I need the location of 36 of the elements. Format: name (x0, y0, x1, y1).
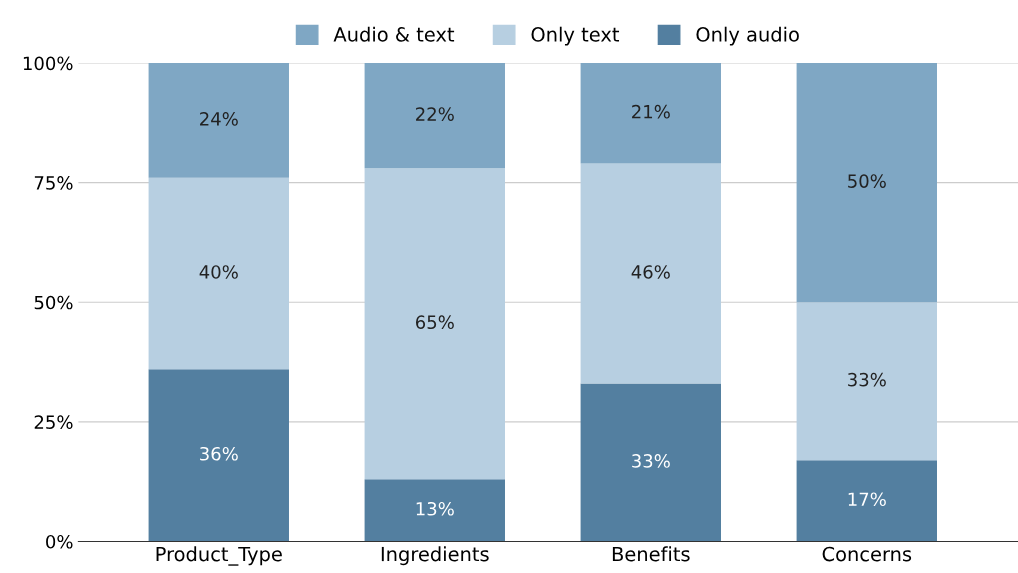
bar (148, 63, 289, 178)
bar (796, 63, 937, 303)
y-tick-label: 0% (46, 534, 73, 549)
data-label: 13% (416, 501, 454, 516)
x-tick-label: Concerns (822, 546, 912, 562)
bar (364, 479, 505, 542)
y-tick-label: 50% (34, 295, 73, 310)
data-label: 33% (632, 454, 670, 468)
data-label: 33% (848, 372, 886, 387)
x-tick-label: Benefits (612, 546, 690, 562)
legend-label: Audio & text (333, 26, 455, 42)
legend-label: Only text (531, 26, 620, 46)
x-tick-label: Product_Type (156, 546, 282, 566)
bar (580, 163, 721, 384)
bar (148, 177, 289, 370)
data-label: 17% (848, 492, 886, 507)
bar (796, 460, 937, 542)
legend-label: Only audio (696, 26, 799, 46)
data-label: 46% (631, 265, 670, 279)
data-label: 40% (199, 265, 238, 279)
x-tick-label: Ingredients (381, 546, 489, 566)
bar (580, 63, 721, 164)
data-label: 36% (200, 446, 238, 461)
y-tick-label: 100% (23, 56, 73, 71)
bar (364, 168, 505, 480)
data-label: 24% (200, 112, 238, 126)
bar (580, 383, 721, 542)
bar (796, 302, 937, 461)
bar (364, 63, 505, 169)
y-tick-label: 25% (34, 415, 73, 429)
bar (148, 369, 289, 542)
data-label: 50% (848, 174, 886, 188)
y-tick-label: 75% (34, 176, 73, 190)
data-label: 22% (416, 107, 454, 121)
data-label: 21% (632, 104, 670, 119)
data-label: 65% (415, 315, 454, 330)
